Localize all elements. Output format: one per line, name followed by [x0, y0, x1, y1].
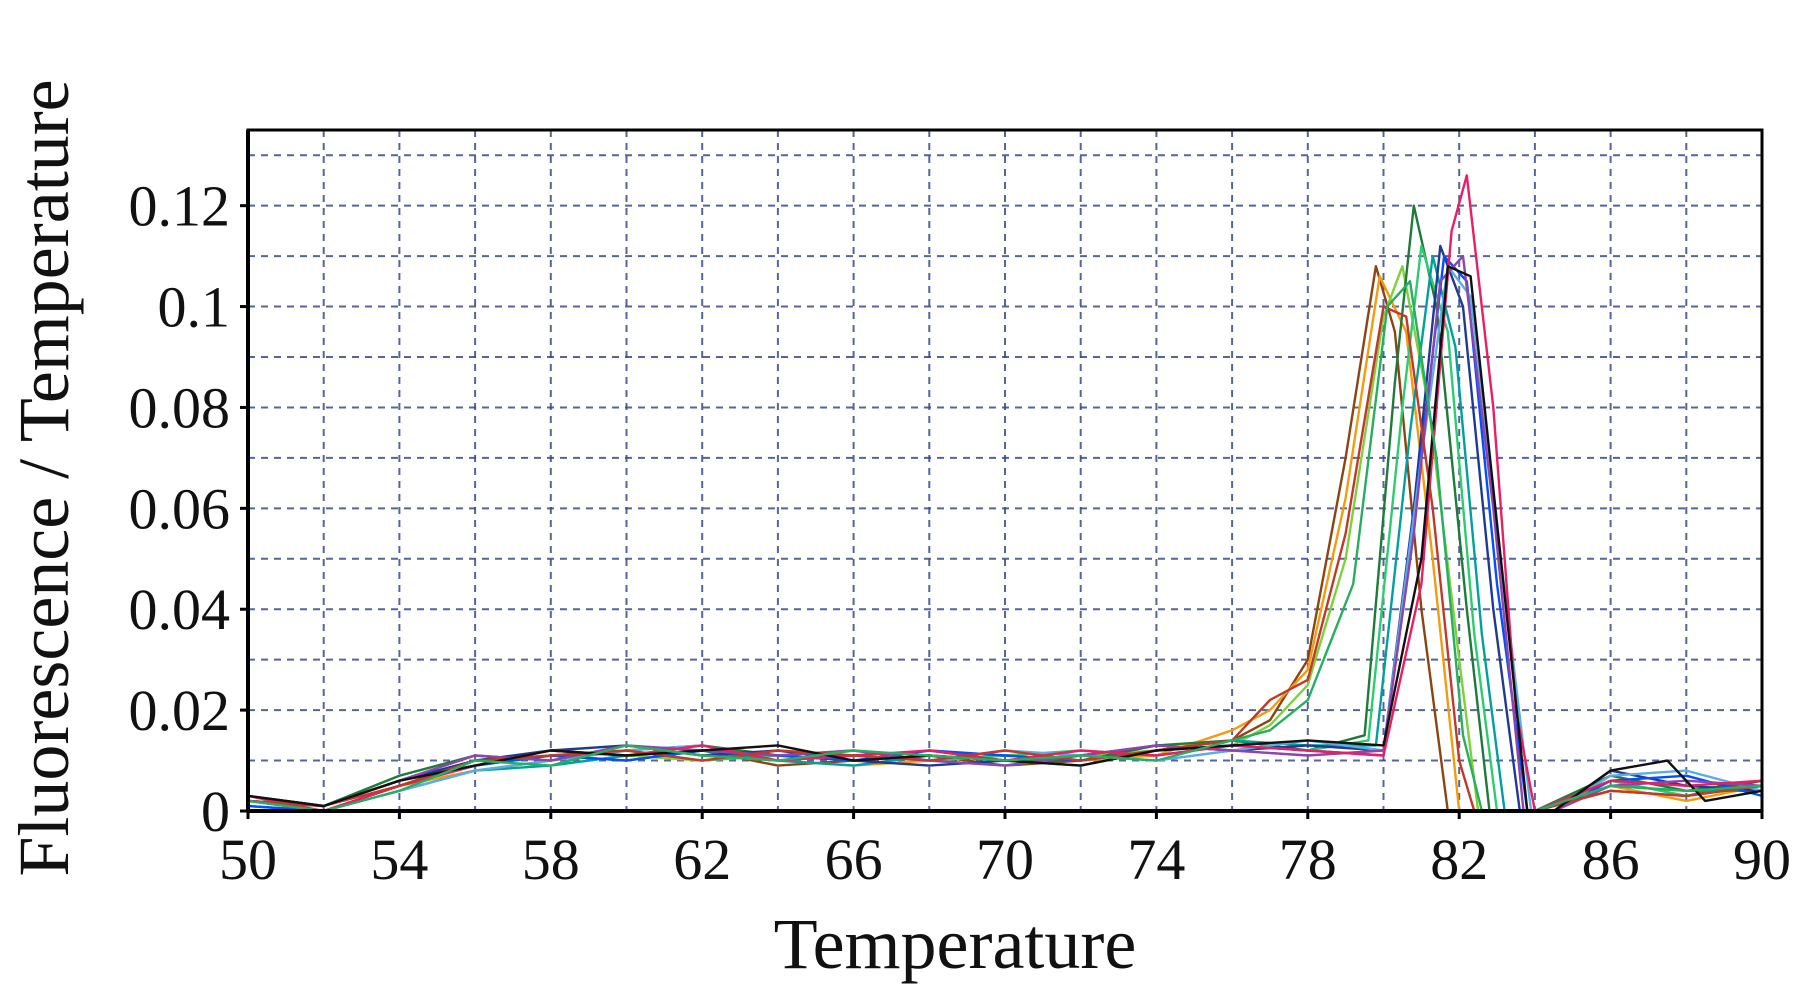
series-line-12 [246, 305, 1764, 813]
x-tick-label: 86 [1582, 827, 1640, 892]
y-tick-label: 0.04 [129, 577, 231, 642]
y-axis-title: Fluorescence / Temperature [4, 79, 84, 876]
x-tick-label: 54 [370, 827, 428, 892]
x-tick-label: 90 [1733, 827, 1791, 892]
y-tick-label: 0 [201, 779, 230, 844]
y-tick-label: 0.12 [129, 174, 231, 239]
series-line-14 [246, 280, 1764, 813]
x-axis-title: Temperature [774, 904, 1137, 984]
x-tick-label: 66 [825, 827, 883, 892]
x-tick-label: 74 [1127, 827, 1185, 892]
x-tick-labels: 50 54 58 62 66 70 74 78 82 86 90 [219, 811, 1791, 892]
x-tick-label: 58 [522, 827, 580, 892]
y-tick-label: 0.06 [129, 476, 231, 541]
x-tick-label: 50 [219, 827, 277, 892]
y-tick-labels: 0 0.02 0.04 0.06 0.08 0.1 0.12 [129, 174, 248, 844]
x-tick-label: 78 [1279, 827, 1337, 892]
x-tick-label: 82 [1430, 827, 1488, 892]
y-tick-label: 0.1 [158, 275, 231, 340]
grid [248, 130, 1762, 811]
x-tick-label: 70 [976, 827, 1034, 892]
y-tick-label: 0.02 [129, 678, 231, 743]
y-tick-label: 0.08 [129, 375, 231, 440]
x-tick-label: 62 [673, 827, 731, 892]
